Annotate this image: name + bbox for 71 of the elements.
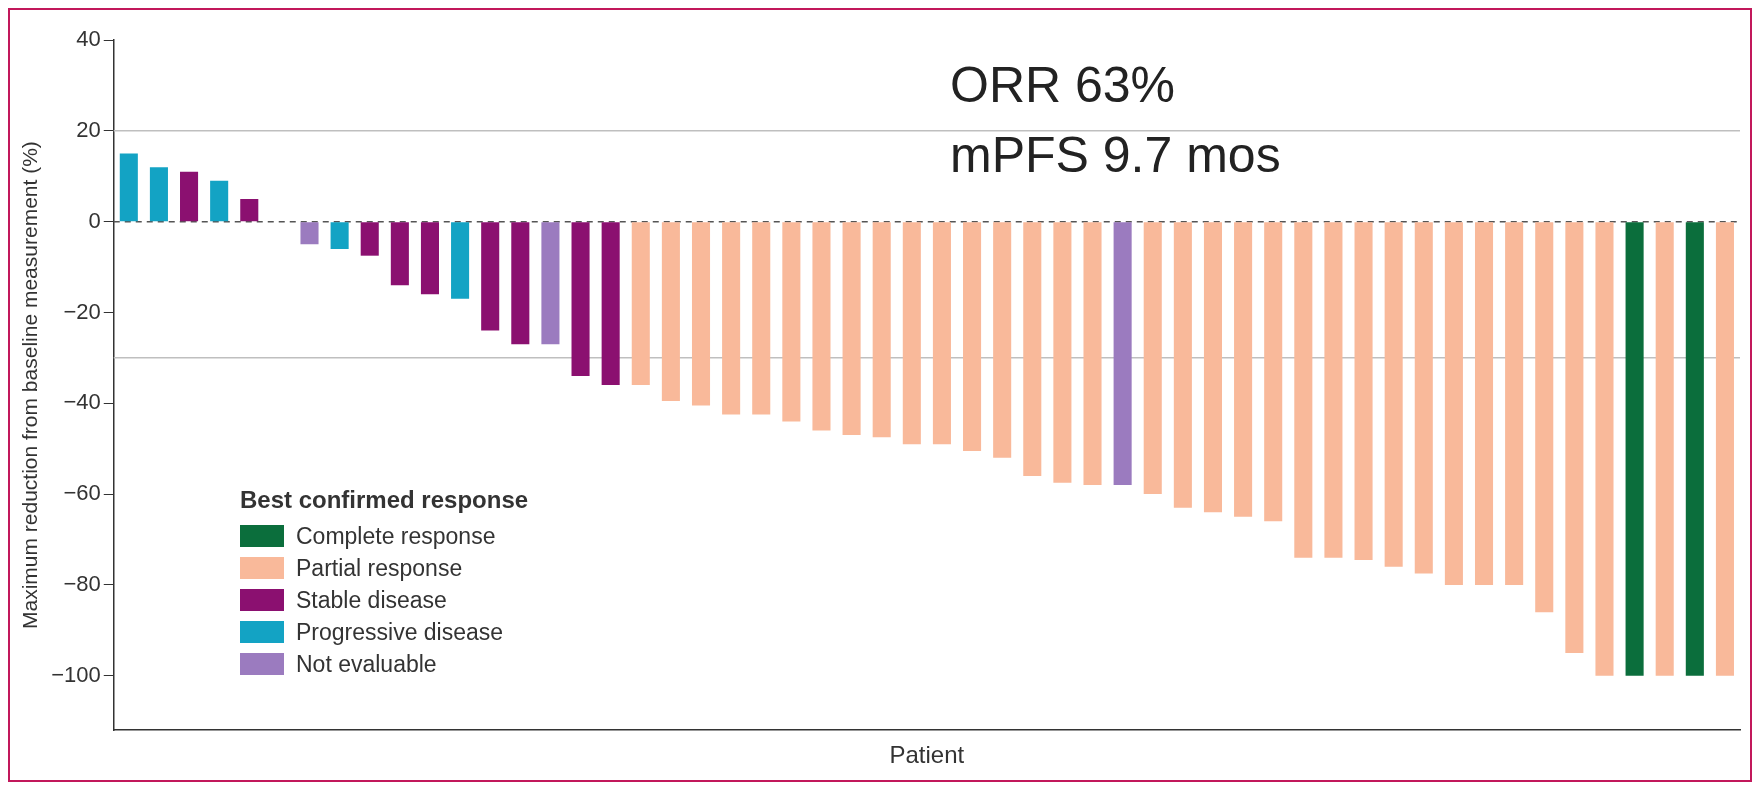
legend-label: Partial response <box>296 554 463 582</box>
y-tick-label: −60 <box>63 480 101 506</box>
bar <box>360 222 379 256</box>
bar <box>1324 222 1343 558</box>
annotation: mPFS 9.7 mos <box>950 126 1281 185</box>
bar <box>1294 222 1313 558</box>
legend-label: Stable disease <box>296 586 447 614</box>
bar <box>1384 222 1403 567</box>
bar <box>1354 222 1373 560</box>
bar <box>872 222 891 438</box>
y-axis-title: Maximum reduction from baseline measurement (%) <box>18 141 42 630</box>
bar <box>390 222 409 286</box>
bar <box>1173 222 1192 508</box>
bar <box>1474 222 1494 585</box>
bar <box>1023 222 1042 476</box>
bar <box>1053 222 1072 483</box>
bar <box>1264 222 1283 522</box>
bar <box>1715 222 1734 676</box>
bar <box>722 222 741 415</box>
bar <box>691 222 711 406</box>
y-tick-label: −20 <box>63 298 101 324</box>
legend-label: Complete response <box>296 522 496 550</box>
bar <box>119 153 138 222</box>
bar <box>902 222 921 445</box>
bar <box>1083 222 1102 485</box>
bar <box>752 222 771 415</box>
bar <box>240 198 259 222</box>
bar <box>571 222 590 377</box>
x-axis-title: Patient <box>889 741 965 769</box>
bar <box>210 180 229 222</box>
legend-label: Not evaluable <box>296 650 437 678</box>
bar <box>1203 222 1223 513</box>
bar <box>631 222 650 386</box>
bar <box>1655 222 1674 676</box>
bar <box>1625 222 1644 676</box>
annotation: ORR 63% <box>950 56 1177 115</box>
bar <box>601 222 620 386</box>
bar <box>1565 222 1584 654</box>
bar <box>300 222 319 245</box>
bar <box>420 222 439 295</box>
legend-title: Best confirmed response <box>240 486 529 514</box>
legend-label: Progressive disease <box>296 618 504 646</box>
bar <box>1505 222 1524 585</box>
bar <box>481 222 500 331</box>
bar <box>149 167 168 222</box>
bar <box>932 222 951 445</box>
bar <box>993 222 1012 458</box>
y-tick-label: −80 <box>63 570 101 596</box>
bar <box>451 222 470 299</box>
y-tick-label: 20 <box>76 116 101 142</box>
bar <box>180 171 199 222</box>
bar <box>1685 222 1704 676</box>
bar <box>782 222 801 422</box>
bar <box>1444 222 1463 585</box>
bar <box>1113 222 1132 485</box>
bar <box>1143 222 1162 495</box>
y-tick-label: −100 <box>51 661 101 687</box>
bar <box>842 222 861 436</box>
y-tick-label: 40 <box>76 26 101 52</box>
bar <box>1595 222 1614 676</box>
bar <box>511 222 530 345</box>
bar <box>1414 222 1433 574</box>
bar <box>661 222 680 401</box>
bar <box>330 222 349 249</box>
bar <box>541 222 560 345</box>
bar <box>963 222 982 451</box>
bar <box>1535 222 1554 613</box>
y-tick-label: 0 <box>88 207 101 233</box>
y-tick-label: −40 <box>63 389 101 415</box>
bar <box>1234 222 1253 517</box>
bar <box>812 222 831 431</box>
